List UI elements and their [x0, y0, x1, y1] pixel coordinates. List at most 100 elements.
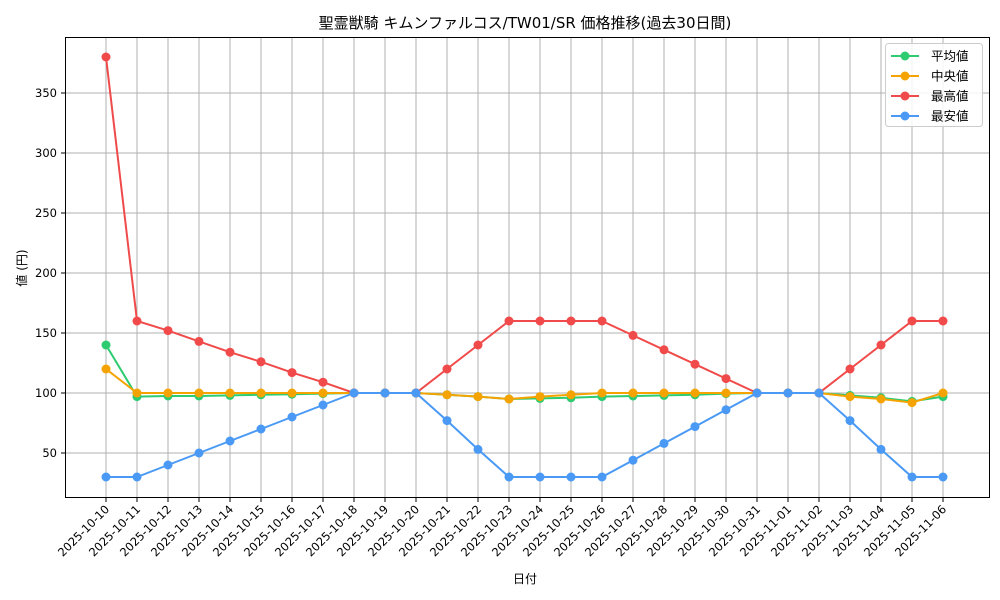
data-point — [225, 347, 235, 357]
data-point — [783, 388, 793, 398]
data-point — [318, 400, 328, 410]
data-point — [907, 398, 917, 408]
legend-label: 最高値 — [931, 89, 969, 104]
legend-marker-icon — [900, 51, 910, 61]
data-point — [535, 316, 545, 326]
data-point — [287, 388, 297, 398]
data-point — [225, 388, 235, 398]
data-point — [504, 394, 514, 404]
data-point — [845, 392, 855, 402]
data-point — [256, 424, 266, 434]
data-point — [473, 444, 483, 454]
grid-lines — [66, 38, 989, 497]
data-point — [814, 388, 824, 398]
data-point — [907, 316, 917, 326]
data-point — [256, 388, 266, 398]
data-point — [411, 388, 421, 398]
data-point — [566, 316, 576, 326]
data-point — [101, 52, 111, 62]
data-point — [287, 368, 297, 378]
legend-label: 中央値 — [931, 69, 969, 84]
data-point — [132, 388, 142, 398]
data-point — [876, 444, 886, 454]
data-point — [132, 472, 142, 482]
data-point — [845, 416, 855, 426]
data-point — [721, 374, 731, 384]
data-point — [318, 388, 328, 398]
data-point — [659, 345, 669, 355]
data-point — [535, 472, 545, 482]
data-point — [504, 472, 514, 482]
legend-marker-icon — [900, 71, 910, 81]
data-point — [566, 390, 576, 400]
data-point — [194, 336, 204, 346]
series-line — [101, 52, 948, 398]
data-point — [690, 422, 700, 432]
legend-item: 最高値 — [891, 89, 969, 104]
data-point — [442, 416, 452, 426]
data-point — [659, 388, 669, 398]
data-point — [473, 392, 483, 402]
data-point — [752, 388, 762, 398]
legend-item: 中央値 — [891, 69, 969, 84]
data-point — [442, 390, 452, 400]
y-tick-label: 100 — [35, 386, 57, 400]
data-point — [628, 455, 638, 465]
data-point — [442, 364, 452, 374]
data-point — [101, 364, 111, 374]
data-point — [163, 388, 173, 398]
legend-item: 最安値 — [891, 109, 969, 124]
legend-marker-icon — [900, 91, 910, 101]
data-point — [132, 316, 142, 326]
data-point — [163, 326, 173, 336]
data-point — [876, 340, 886, 350]
legend-label: 平均値 — [931, 49, 969, 64]
data-point — [194, 448, 204, 458]
y-tick-label: 200 — [35, 266, 57, 280]
y-tick-label: 300 — [35, 146, 57, 160]
data-point — [597, 388, 607, 398]
data-point — [690, 359, 700, 369]
data-point — [473, 340, 483, 350]
legend-item: 平均値 — [891, 49, 969, 64]
y-axis-ticks: 50 100 150 200 250 300 350 — [35, 86, 66, 460]
data-point — [628, 388, 638, 398]
data-point — [535, 392, 545, 402]
data-point — [101, 472, 111, 482]
legend-box — [885, 43, 983, 127]
x-axis-label: 日付 — [513, 572, 537, 586]
y-tick-label: 350 — [35, 86, 57, 100]
plot-frame — [65, 37, 990, 498]
data-point — [597, 472, 607, 482]
data-point — [721, 388, 731, 398]
data-point — [845, 364, 855, 374]
data-point — [163, 460, 173, 470]
data-point — [287, 412, 297, 422]
data-point — [349, 388, 359, 398]
y-tick-label: 50 — [42, 446, 57, 460]
x-axis-ticks: 2025-10-102025-10-112025-10-122025-10-13… — [55, 497, 949, 559]
data-point — [876, 394, 886, 404]
data-point — [101, 340, 111, 350]
data-point — [256, 357, 266, 367]
data-point — [318, 377, 328, 387]
y-tick-label: 250 — [35, 206, 57, 220]
data-point — [938, 388, 948, 398]
data-point — [380, 388, 390, 398]
y-tick-label: 150 — [35, 326, 57, 340]
data-point — [628, 330, 638, 340]
data-point — [938, 472, 948, 482]
y-axis-label: 値 (円) — [14, 249, 29, 286]
data-point — [659, 438, 669, 448]
data-point — [721, 405, 731, 415]
data-point — [504, 316, 514, 326]
legend-label: 最安値 — [931, 109, 969, 124]
series-line — [101, 364, 948, 408]
series-line — [101, 388, 948, 482]
data-point — [597, 316, 607, 326]
data-point — [938, 316, 948, 326]
data-point — [194, 388, 204, 398]
data-point — [225, 436, 235, 446]
